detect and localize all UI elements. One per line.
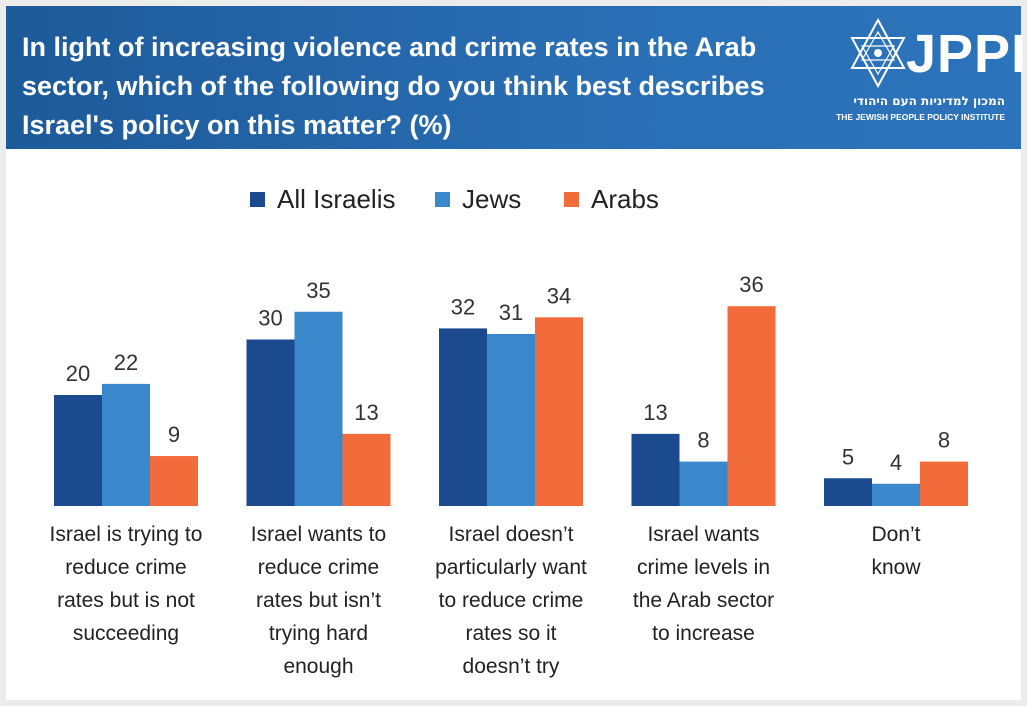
data-label: 36 bbox=[739, 272, 763, 297]
legend-item: All Israelis bbox=[250, 184, 395, 214]
chart-frame: In light of increasing violence and crim… bbox=[6, 6, 1026, 700]
bar bbox=[54, 395, 102, 506]
star-of-david-icon bbox=[850, 18, 906, 89]
bar bbox=[679, 461, 728, 506]
data-label: 31 bbox=[499, 300, 523, 325]
bar bbox=[920, 461, 968, 506]
bar bbox=[342, 433, 391, 506]
category-label: Israel is trying to reduce crime rates but… bbox=[50, 523, 203, 645]
bar bbox=[824, 478, 872, 506]
data-label: 30 bbox=[258, 306, 282, 331]
legend-label: Jews bbox=[462, 184, 521, 214]
header-banner: In light of increasing violence and crim… bbox=[6, 6, 1026, 149]
data-label: 22 bbox=[114, 350, 138, 375]
data-label: 8 bbox=[697, 428, 709, 453]
chart-legend: All Israelis Jews Arabs bbox=[250, 184, 659, 214]
legend-swatch bbox=[250, 192, 265, 207]
category-label: Israel wants crime levels in the Arab sect… bbox=[633, 523, 774, 645]
bar bbox=[727, 306, 776, 506]
bar bbox=[535, 317, 583, 506]
data-label: 5 bbox=[842, 444, 854, 469]
logo-wordmark: JPPI bbox=[906, 24, 1027, 84]
category-label: Israel doesn’t particularly want to reduce… bbox=[435, 523, 587, 678]
bar bbox=[487, 333, 535, 506]
legend-swatch bbox=[564, 192, 579, 207]
data-label: 34 bbox=[547, 283, 571, 308]
data-label: 9 bbox=[168, 422, 180, 447]
bar bbox=[294, 311, 343, 506]
category-labels: Israel is trying to reduce crime rates but… bbox=[50, 523, 922, 678]
data-label: 20 bbox=[66, 361, 90, 386]
logo-english-text: THE JEWISH PEOPLE POLICY INSTITUTE bbox=[836, 112, 1005, 122]
legend-item: Jews bbox=[435, 184, 521, 214]
data-label: 13 bbox=[354, 400, 378, 425]
legend-label: Arabs bbox=[591, 184, 659, 214]
category-label: Israel wants to reduce crime rates but isn… bbox=[251, 523, 386, 678]
data-label: 8 bbox=[938, 428, 950, 453]
bar bbox=[150, 456, 198, 506]
bar bbox=[246, 339, 295, 506]
logo-hebrew-text: המכון למדיניות העם היהודי bbox=[853, 94, 1005, 108]
legend-item: Arabs bbox=[564, 184, 659, 214]
chart-title: In light of increasing violence and crim… bbox=[22, 32, 765, 140]
bar bbox=[102, 383, 150, 506]
bar bbox=[631, 433, 680, 506]
data-label: 4 bbox=[890, 450, 902, 475]
data-label: 13 bbox=[643, 400, 667, 425]
bar bbox=[439, 328, 487, 506]
data-label: 35 bbox=[306, 278, 330, 303]
jppi-logo: JPPI המכון למדיניות העם היהודי THE JEWIS… bbox=[836, 16, 1026, 141]
legend-label: All Israelis bbox=[277, 184, 395, 214]
data-label: 32 bbox=[451, 294, 475, 319]
chart-bars: 20 22 9 30 35 13 32 31 34 13 8 36 5 4 8 bbox=[54, 272, 968, 506]
category-label: Don’t know bbox=[871, 523, 921, 579]
legend-swatch bbox=[435, 192, 450, 207]
bar-chart: All Israelis Jews Arabs 20 22 9 30 35 13 32 31 34 1… bbox=[50, 184, 968, 678]
bar bbox=[872, 483, 920, 506]
